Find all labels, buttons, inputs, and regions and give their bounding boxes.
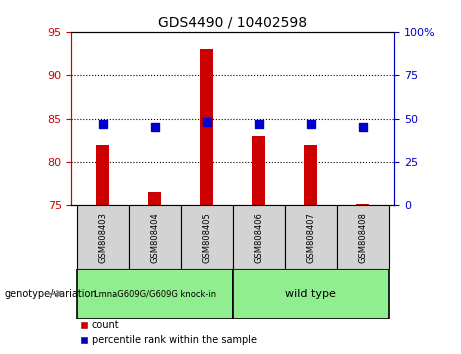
Bar	[129, 205, 181, 269]
Bar	[285, 205, 337, 269]
Point	[359, 124, 366, 130]
Point	[307, 121, 314, 127]
Point	[203, 119, 211, 125]
Bar	[304, 144, 317, 205]
Text: GSM808405: GSM808405	[202, 212, 211, 263]
Legend: count, percentile rank within the sample: count, percentile rank within the sample	[77, 316, 261, 349]
Bar	[148, 192, 161, 205]
Text: GSM808403: GSM808403	[98, 212, 107, 263]
Bar	[252, 136, 266, 205]
Text: wild type: wild type	[285, 289, 337, 299]
Bar	[233, 205, 285, 269]
Text: LmnaG609G/G609G knock-in: LmnaG609G/G609G knock-in	[94, 289, 216, 298]
Text: GSM808406: GSM808406	[254, 212, 263, 263]
Bar	[233, 269, 389, 319]
Bar	[356, 204, 369, 205]
Bar	[96, 144, 109, 205]
Text: genotype/variation: genotype/variation	[5, 289, 97, 299]
Point	[151, 124, 159, 130]
Bar	[200, 49, 213, 205]
Bar	[181, 205, 233, 269]
Text: GSM808408: GSM808408	[358, 212, 367, 263]
Title: GDS4490 / 10402598: GDS4490 / 10402598	[158, 15, 307, 29]
Text: GSM808404: GSM808404	[150, 212, 159, 263]
Bar	[77, 269, 233, 319]
Bar	[77, 205, 129, 269]
Bar	[337, 205, 389, 269]
Text: GSM808407: GSM808407	[307, 212, 315, 263]
Point	[255, 121, 262, 127]
Point	[99, 121, 106, 127]
